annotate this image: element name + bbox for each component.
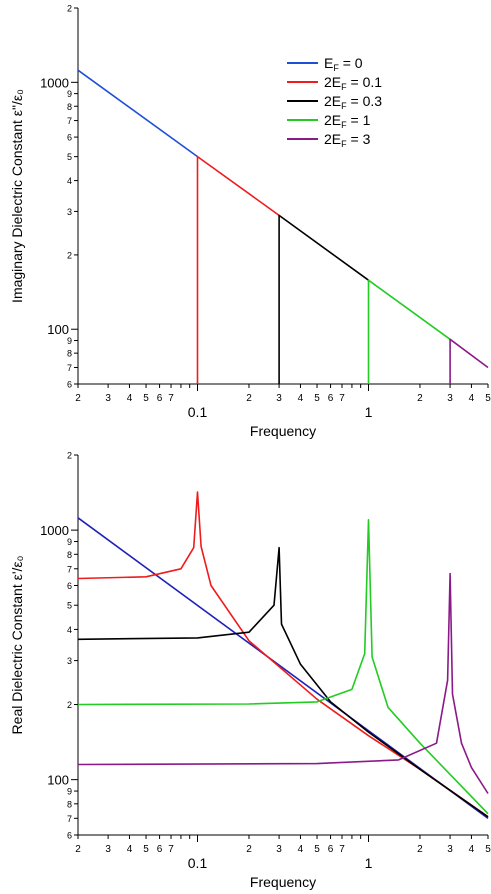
- series-line-2: [77, 546, 489, 818]
- x-minor-tick-label: 2: [246, 844, 252, 855]
- x-minor-tick-label: 5: [485, 844, 491, 855]
- y-minor-tick-label: 2: [67, 250, 72, 260]
- y-minor-tick-label: 9: [67, 336, 72, 346]
- y-minor-tick-label: 8: [67, 799, 72, 809]
- x-minor-tick-label: 3: [105, 844, 111, 855]
- series-line-3: [367, 279, 451, 384]
- y-axis-label: Imaginary Dielectric Constant ε"/ε₀: [9, 89, 25, 303]
- y-minor-tick-label: 3: [67, 207, 72, 217]
- y-minor-tick-label: 8: [67, 550, 72, 560]
- x-minor-tick-label: 2: [246, 393, 252, 404]
- legend-label: EF = 0: [324, 55, 363, 73]
- x-minor-tick-label: 6: [328, 844, 334, 855]
- x-minor-tick-label: 3: [447, 844, 453, 855]
- x-major-tick-label: 1: [365, 404, 373, 420]
- y-axis-label: Real Dielectric Constant ε'/ε₀: [9, 555, 25, 734]
- y-minor-tick-label: 2: [67, 451, 72, 461]
- y-minor-tick-label: 7: [67, 363, 72, 373]
- x-minor-tick-label: 3: [276, 844, 282, 855]
- legend-label: 2EF = 3: [324, 131, 371, 149]
- y-minor-tick-label: 7: [67, 116, 72, 126]
- x-minor-tick-label: 2: [75, 393, 81, 404]
- series-line-4: [449, 338, 489, 384]
- series-line-1: [77, 491, 489, 818]
- y-minor-tick-label: 2: [67, 700, 72, 710]
- y-minor-tick-label: 4: [67, 625, 72, 635]
- x-minor-tick-label: 4: [298, 844, 304, 855]
- x-minor-tick-label: 4: [127, 393, 133, 404]
- x-minor-tick-label: 5: [143, 844, 149, 855]
- x-minor-tick-label: 2: [417, 393, 423, 404]
- y-minor-tick-label: 6: [67, 581, 72, 591]
- y-minor-tick-label: 5: [67, 152, 72, 162]
- x-minor-tick-label: 2: [417, 844, 423, 855]
- y-minor-tick-label: 3: [67, 656, 72, 666]
- x-minor-tick-label: 5: [143, 393, 149, 404]
- x-minor-tick-label: 2: [75, 844, 81, 855]
- x-minor-tick-label: 6: [157, 844, 163, 855]
- series-line-0: [77, 69, 198, 158]
- x-minor-tick-label: 3: [276, 393, 282, 404]
- x-minor-tick-label: 5: [314, 844, 320, 855]
- series-line-4: [77, 572, 489, 794]
- legend-label: 2EF = 1: [324, 112, 371, 130]
- x-minor-tick-label: 5: [485, 393, 491, 404]
- y-minor-tick-label: 8: [67, 102, 72, 112]
- y-minor-tick-label: 7: [67, 814, 72, 824]
- y-major-tick-label: 100: [47, 773, 69, 788]
- x-axis-label: Frequency: [250, 423, 316, 439]
- x-minor-tick-label: 6: [157, 393, 163, 404]
- x-minor-tick-label: 5: [314, 393, 320, 404]
- y-minor-tick-label: 6: [67, 380, 72, 390]
- y-minor-tick-label: 6: [67, 133, 72, 143]
- x-minor-tick-label: 7: [339, 393, 345, 404]
- x-minor-tick-label: 7: [168, 844, 174, 855]
- y-minor-tick-label: 9: [67, 89, 72, 99]
- y-minor-tick-label: 8: [67, 349, 72, 359]
- x-minor-tick-label: 3: [105, 393, 111, 404]
- y-minor-tick-label: 9: [67, 537, 72, 547]
- y-major-tick-label: 1000: [40, 75, 69, 90]
- y-minor-tick-label: 4: [67, 176, 72, 186]
- y-minor-tick-label: 2: [67, 4, 72, 14]
- x-minor-tick-label: 3: [447, 393, 453, 404]
- x-major-tick-label: 1: [365, 855, 373, 871]
- y-minor-tick-label: 6: [67, 831, 72, 841]
- x-minor-tick-label: 4: [127, 844, 133, 855]
- x-minor-tick-label: 4: [469, 393, 475, 404]
- series-line-3: [77, 519, 489, 815]
- x-minor-tick-label: 4: [469, 844, 475, 855]
- x-minor-tick-label: 6: [328, 393, 334, 404]
- x-axis-label: Frequency: [250, 874, 316, 890]
- series-line-2: [278, 214, 369, 384]
- x-major-tick-label: 0.1: [188, 855, 208, 871]
- legend-label: 2EF = 0.1: [324, 74, 382, 92]
- x-major-tick-label: 0.1: [188, 404, 208, 420]
- y-minor-tick-label: 9: [67, 787, 72, 797]
- series-line-1: [196, 155, 280, 384]
- y-minor-tick-label: 5: [67, 601, 72, 611]
- y-minor-tick-label: 7: [67, 564, 72, 574]
- x-minor-tick-label: 7: [168, 393, 174, 404]
- legend-label: 2EF = 0.3: [324, 93, 382, 111]
- x-minor-tick-label: 4: [298, 393, 304, 404]
- x-minor-tick-label: 7: [339, 844, 345, 855]
- y-major-tick-label: 100: [47, 322, 69, 337]
- y-major-tick-label: 1000: [40, 523, 69, 538]
